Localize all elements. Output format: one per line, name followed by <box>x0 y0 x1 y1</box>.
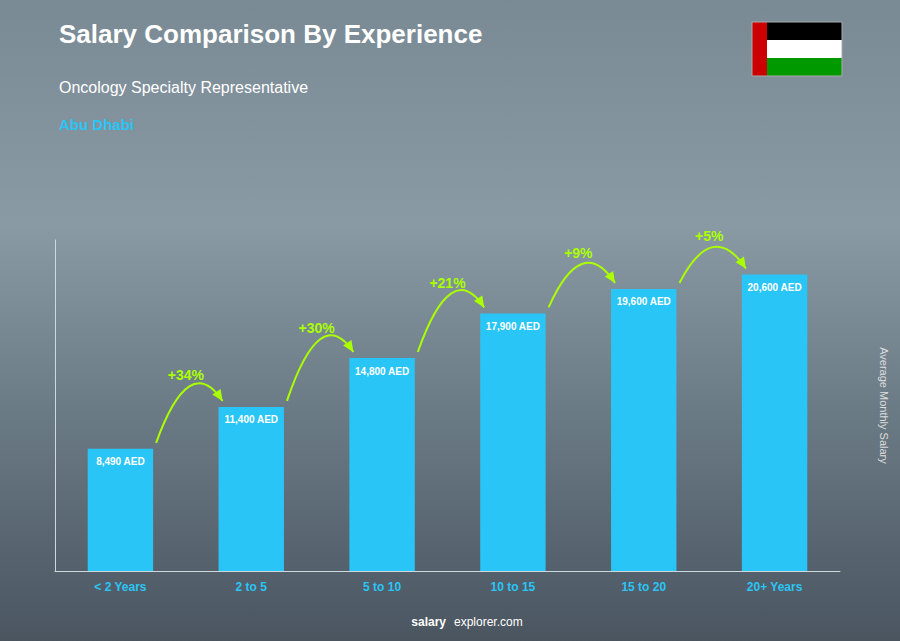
svg-text:explorer.com: explorer.com <box>454 615 523 629</box>
svg-text:17,900 AED: 17,900 AED <box>486 321 540 332</box>
svg-text:Abu Dhabi: Abu Dhabi <box>59 116 134 133</box>
svg-text:+21%: +21% <box>429 275 466 291</box>
svg-text:+34%: +34% <box>168 367 205 383</box>
svg-text:19,600 AED: 19,600 AED <box>617 296 671 307</box>
svg-text:15 to 20: 15 to 20 <box>621 580 666 594</box>
svg-text:salary: salary <box>411 615 446 629</box>
svg-text:+5%: +5% <box>695 228 724 244</box>
svg-text:Oncology Specialty Representat: Oncology Specialty Representative <box>59 79 308 96</box>
svg-text:+30%: +30% <box>299 320 336 336</box>
svg-text:Average Monthly Salary: Average Monthly Salary <box>878 347 890 464</box>
svg-text:20,600 AED: 20,600 AED <box>748 282 802 293</box>
svg-text:14,800 AED: 14,800 AED <box>355 366 409 377</box>
svg-text:Salary Comparison By Experienc: Salary Comparison By Experience <box>59 19 482 49</box>
svg-text:5 to 10: 5 to 10 <box>363 580 401 594</box>
svg-text:20+ Years: 20+ Years <box>747 580 803 594</box>
svg-text:10 to 15: 10 to 15 <box>491 580 536 594</box>
svg-text:11,400 AED: 11,400 AED <box>224 414 278 425</box>
svg-text:+9%: +9% <box>564 245 593 261</box>
svg-text:< 2 Years: < 2 Years <box>94 580 146 594</box>
svg-text:8,490 AED: 8,490 AED <box>96 456 145 467</box>
svg-text:2 to 5: 2 to 5 <box>236 580 268 594</box>
